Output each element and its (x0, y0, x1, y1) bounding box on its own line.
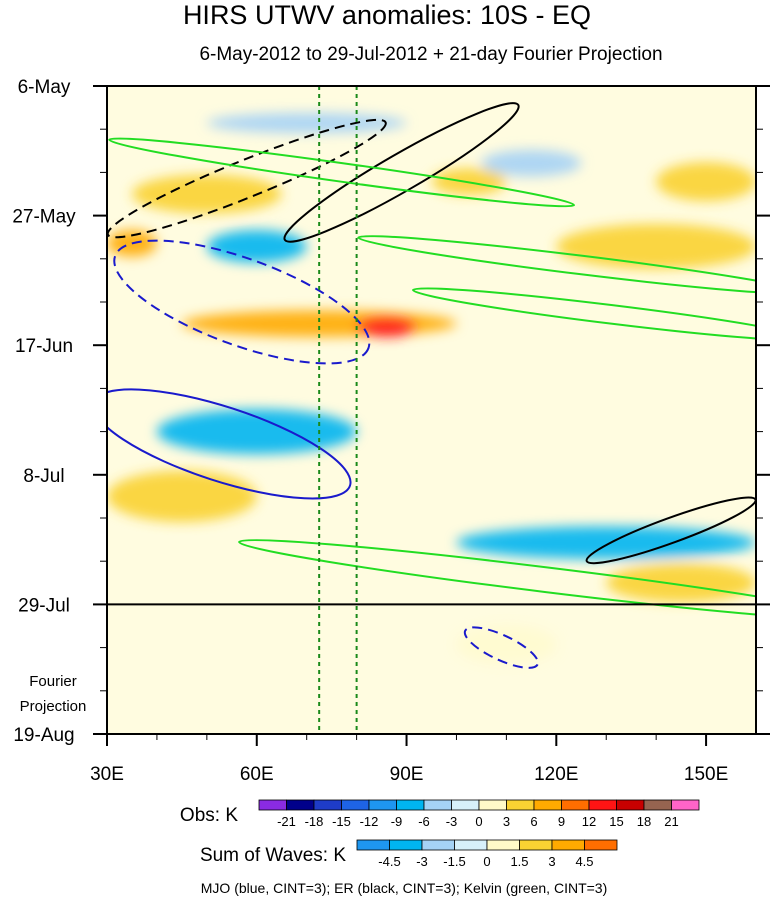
anomaly-patch (356, 316, 417, 337)
anomaly-patch (206, 230, 307, 263)
x-tick-label: 30E (90, 764, 124, 785)
colorbar-swatch (356, 839, 390, 851)
projection-label-line1: Fourier (29, 673, 77, 690)
colorbar-swatch (486, 839, 520, 851)
colorbar-tick-label: -4.5 (378, 854, 400, 869)
colorbar-swatch (286, 799, 315, 811)
colorbar-tick-label: 0 (475, 814, 482, 829)
colorbar-swatch (258, 799, 287, 811)
colorbar-tick-label: 0 (483, 854, 490, 869)
anomaly-patch (556, 223, 756, 269)
colorbar-swatch (423, 799, 452, 811)
anomaly-patch (156, 409, 357, 455)
colorbar-tick-label: 9 (558, 814, 565, 829)
anomaly-patch (206, 112, 407, 134)
x-tick-label: 120E (534, 764, 578, 785)
waves-colorbar-label: Sum of Waves: K (200, 845, 346, 866)
colorbar-tick-label: 3 (548, 854, 555, 869)
plot-area (107, 86, 756, 734)
colorbar-tick-label: -6 (418, 814, 430, 829)
colorbar-tick-label: -3 (416, 854, 428, 869)
colorbar-swatch (421, 839, 455, 851)
colorbar-tick-label: 1.5 (510, 854, 528, 869)
x-tick-label: 60E (240, 764, 274, 785)
colorbar-tick-label: -15 (332, 814, 351, 829)
colorbar-tick-label: -1.5 (443, 854, 465, 869)
kelvin-contour (357, 235, 756, 295)
anomaly-patch (131, 174, 282, 214)
mjo-contour (463, 626, 539, 669)
colorbar-tick-label: -12 (360, 814, 379, 829)
colorbar-tick-label: 15 (609, 814, 623, 829)
waves-colorbar: -4.5 -3 -1.5 0 1.5 3 4.5 (356, 839, 618, 869)
colorbar-swatch (533, 799, 562, 811)
er-contour (283, 102, 520, 243)
kelvin-contour (238, 539, 756, 621)
colorbar-tick-label: 6 (530, 814, 537, 829)
x-axis: 30E 60E 90E 120E 150E (90, 734, 728, 785)
y-tick-label: 29-Jul (18, 595, 70, 616)
kelvin-contour (108, 137, 575, 208)
projection-label-line2: Projection (20, 698, 87, 715)
colorbar-tick-label: 18 (637, 814, 651, 829)
mjo-contour (113, 239, 371, 365)
y-axis: 6-May 27-May 17-Jun 8-Jul 29-Jul 19-Aug (12, 77, 770, 746)
colorbar-swatch (454, 839, 488, 851)
anomaly-patch (107, 470, 257, 522)
mjo-contour (107, 388, 352, 500)
colorbar-tick-label: -18 (305, 814, 324, 829)
colorbar-swatch (478, 799, 507, 811)
x-tick-label: 90E (390, 764, 424, 785)
colorbar-swatch (389, 839, 423, 851)
chart-subtitle: 6-May-2012 to 29-Jul-2012 + 21-day Fouri… (199, 44, 662, 65)
colorbar-tick-label: 12 (582, 814, 596, 829)
plot-frame (106, 85, 757, 735)
y-tick-label: 17-Jun (15, 336, 73, 357)
obs-colorbar-label: Obs: K (180, 805, 238, 826)
anomaly-patch (181, 310, 457, 337)
colorbar-swatch (643, 799, 672, 811)
colorbar-tick-label: 3 (503, 814, 510, 829)
anomaly-patch (481, 149, 582, 177)
colorbar-tick-label: -21 (277, 814, 296, 829)
colorbar-swatch (584, 839, 618, 851)
projection-region (107, 604, 756, 734)
colorbar-swatch (341, 799, 370, 811)
anomaly-patch (606, 563, 756, 603)
colorbar-tick-label: -9 (391, 814, 403, 829)
y-tick-label: 19-Aug (13, 725, 74, 746)
colorbar-swatch (313, 799, 342, 811)
anomaly-patch (656, 162, 756, 202)
anomaly-patch (456, 625, 557, 664)
colorbar-tick-label: 4.5 (575, 854, 593, 869)
colorbar-tick-label: 21 (664, 814, 678, 829)
colorbar-swatch (451, 799, 480, 811)
colorbar-swatch (671, 799, 700, 811)
y-tick-label: 8-Jul (23, 466, 64, 487)
colorbar-swatch (396, 799, 425, 811)
wave-legend-note: MJO (blue, CINT=3); ER (black, CINT=3); … (201, 880, 608, 896)
colorbar-swatch (551, 839, 585, 851)
anomaly-patch (456, 526, 756, 560)
chart-title: HIRS UTWV anomalies: 10S - EQ (183, 0, 591, 30)
colorbar-swatch (561, 799, 590, 811)
colorbar-swatch (616, 799, 645, 811)
colorbar-swatch (368, 799, 397, 811)
y-tick-label: 27-May (12, 207, 76, 228)
colorbar-swatch (588, 799, 617, 811)
obs-colorbar: -21 -18 -15 -12 -9 -6 -3 0 3 6 9 12 15 18 21 (258, 799, 700, 829)
colorbar-swatch (506, 799, 535, 811)
y-tick-label: 6-May (18, 77, 71, 98)
colorbar-swatch (519, 839, 553, 851)
x-tick-label: 150E (684, 764, 728, 785)
kelvin-contour (412, 287, 756, 342)
colorbar-tick-label: -3 (446, 814, 458, 829)
